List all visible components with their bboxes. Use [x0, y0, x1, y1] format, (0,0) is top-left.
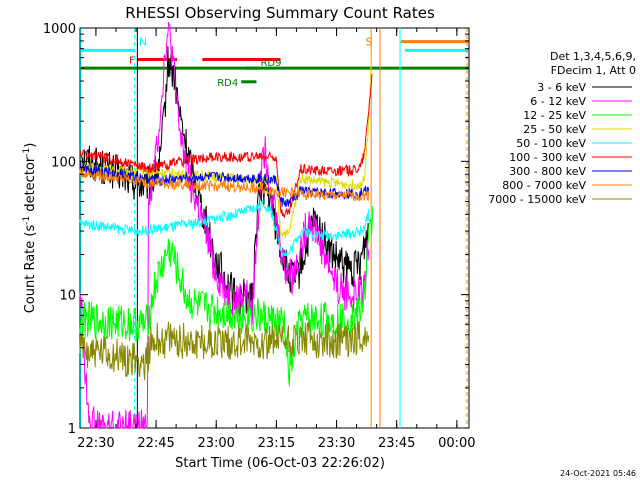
y-tick-label-1: 10	[59, 289, 76, 304]
legend: Det 1,3,4,5,6,9,FDecim 1, Att 0 3 - 6 keV…	[488, 50, 636, 206]
y-tick-label-0: 1	[68, 422, 76, 437]
y-label-main: Count Rate (s	[23, 225, 38, 314]
legend-header-1: FDecim 1, Att 0	[551, 64, 636, 77]
state-bar-label-3: RD4	[217, 78, 238, 89]
legend-entry-label-8: 7000 - 15000 keV	[488, 193, 586, 206]
legend-entry-label-2: 12 - 25 keV	[523, 109, 586, 122]
legend-entry-label-3: 25 - 50 keV	[523, 123, 586, 136]
series-line-3	[79, 55, 372, 239]
y-label-exp2: -1	[22, 148, 32, 157]
timestamp-label: 24-Oct-2021 05:46	[560, 469, 636, 478]
state-bar-label-0: F	[129, 56, 135, 67]
series-line-5	[79, 74, 373, 219]
series-line-2	[79, 205, 374, 387]
x-tick-label-3: 23:15	[258, 436, 295, 451]
legend-entry-label-1: 6 - 12 keV	[530, 95, 586, 108]
legend-entry-label-5: 100 - 300 keV	[509, 151, 586, 164]
legend-entry-label-4: 50 - 100 keV	[516, 137, 586, 150]
orbit-marker-1: S	[366, 36, 373, 49]
y-tick-label-2: 100	[51, 155, 76, 170]
series-line-7	[79, 167, 370, 202]
legend-entry-label-0: 3 - 6 keV	[537, 81, 586, 94]
orbit-marker-0: N	[139, 36, 147, 49]
series-line-4	[79, 199, 370, 258]
chart-title: RHESSI Observing Summary Count Rates	[125, 4, 435, 22]
legend-entry-label-6: 300 - 800 keV	[509, 165, 586, 178]
plot-area-frame	[79, 27, 470, 429]
x-tick-label-4: 23:30	[318, 436, 355, 451]
legend-entry-label-7: 800 - 7000 keV	[502, 179, 586, 192]
series-line-8	[79, 320, 370, 381]
x-tick-label-6: 00:00	[438, 436, 475, 451]
x-tick-label-1: 22:45	[137, 436, 174, 451]
x-tick-label-5: 23:45	[378, 436, 415, 451]
y-label-end: )	[23, 143, 38, 148]
x-tick-label-0: 22:30	[77, 436, 114, 451]
y-label-exp1: -1	[22, 216, 32, 225]
y-tick-label-3: 1000	[43, 22, 76, 37]
y-label-mid: detector	[23, 156, 38, 216]
x-axis-label: Start Time (06-Oct-03 22:26:02)	[175, 456, 385, 471]
state-bar-label-2: RD9	[260, 58, 281, 69]
x-tick-label-2: 23:00	[197, 436, 234, 451]
y-axis-label: Count Rate (s-1 detector-1)	[22, 143, 38, 314]
legend-header-0: Det 1,3,4,5,6,9,	[550, 50, 636, 63]
series-line-1	[79, 21, 370, 430]
